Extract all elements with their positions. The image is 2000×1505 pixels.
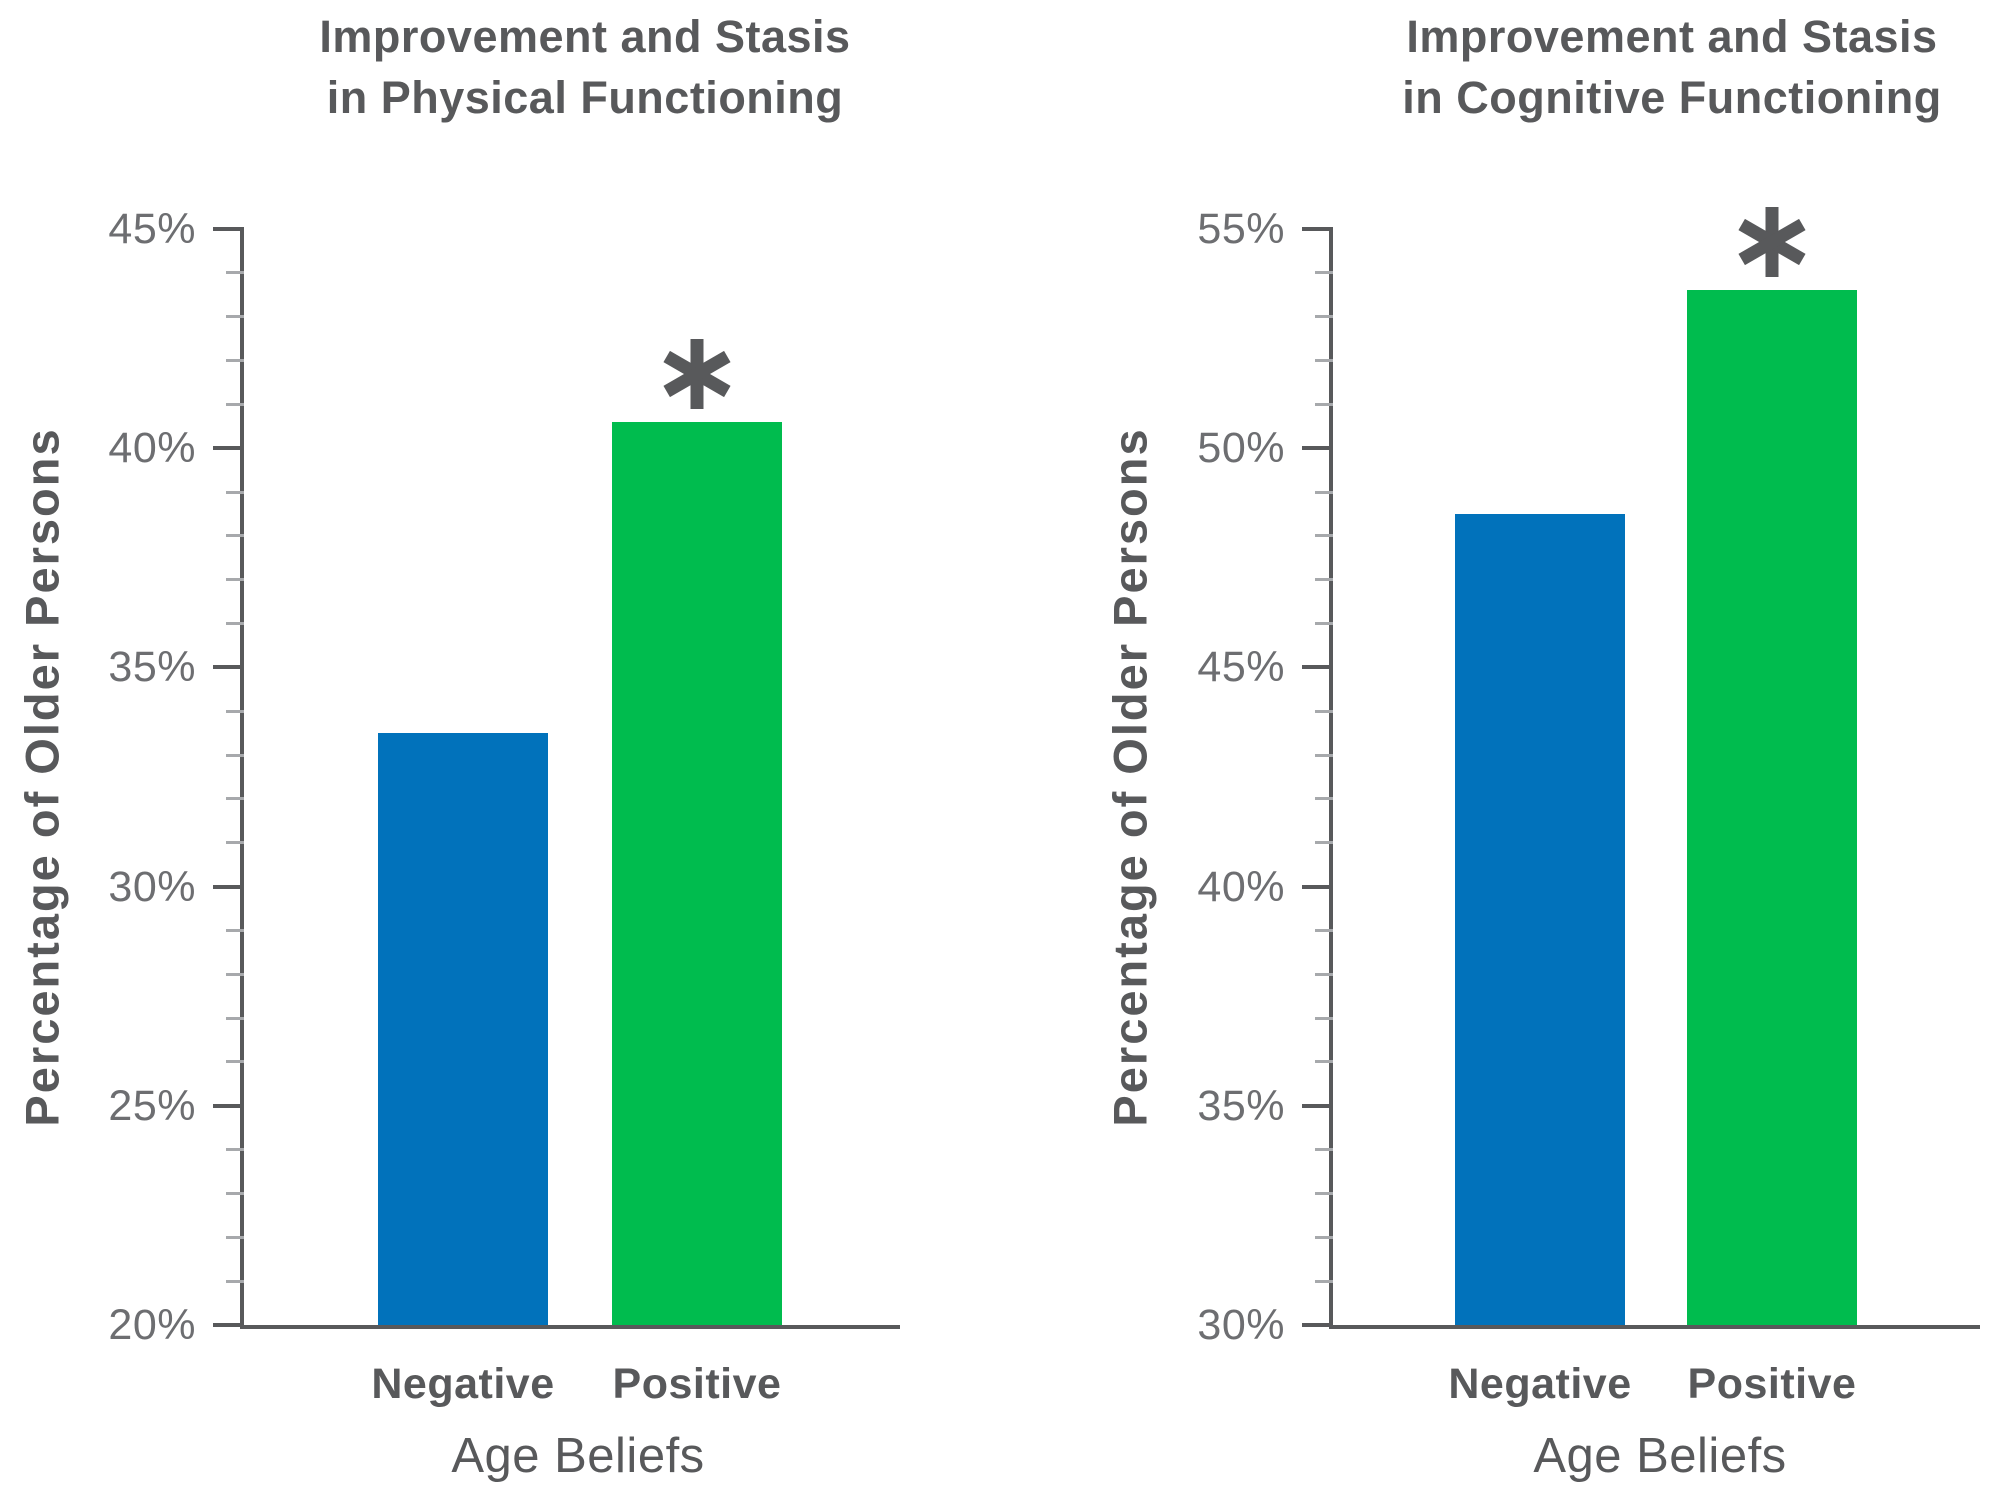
y-minor-tick [226, 534, 244, 538]
y-minor-tick [226, 622, 244, 626]
y-tick-label: 30% [108, 862, 196, 911]
y-major-tick [213, 1323, 244, 1327]
y-minor-tick [1315, 1235, 1333, 1239]
x-axis-title: Age Beliefs [451, 1429, 705, 1483]
y-minor-tick [1315, 1060, 1333, 1064]
asterisk-icon [1738, 207, 1806, 278]
y-axis-title: Percentage of Older Persons [1103, 427, 1157, 1127]
significance-asterisk [1732, 202, 1812, 282]
asterisk-icon [663, 338, 731, 409]
y-minor-tick [226, 1060, 244, 1064]
y-major-tick [213, 227, 244, 231]
y-major-tick [1302, 884, 1333, 889]
y-tick-label: 50% [1197, 424, 1285, 473]
y-minor-tick [226, 359, 244, 363]
y-major-tick [1302, 1103, 1333, 1108]
y-tick-label: 35% [1197, 1081, 1285, 1130]
y-major-tick [213, 665, 244, 670]
y-minor-tick [1315, 271, 1333, 275]
y-major-tick [1302, 227, 1333, 231]
y-tick-label: 55% [1197, 205, 1285, 253]
y-minor-tick [226, 315, 244, 319]
y-axis-line [1329, 227, 1333, 1329]
y-minor-tick [226, 402, 244, 406]
chart-title: Improvement and Stasis in Physical Functi… [319, 6, 850, 128]
y-tick-label: 45% [1197, 643, 1285, 692]
y-minor-tick [226, 797, 244, 801]
y-minor-tick [226, 928, 244, 932]
y-minor-tick [1315, 841, 1333, 845]
bar-positive [612, 421, 782, 1325]
y-minor-tick [226, 1279, 244, 1283]
y-minor-tick [1315, 534, 1333, 538]
y-major-tick [213, 884, 244, 889]
y-minor-tick [226, 1235, 244, 1239]
category-label-positive: Positive [612, 1360, 782, 1408]
y-minor-tick [226, 841, 244, 845]
y-minor-tick [226, 1148, 244, 1152]
y-major-tick [213, 1103, 244, 1108]
y-minor-tick [226, 753, 244, 757]
y-minor-tick [1315, 1016, 1333, 1020]
bar-negative [1455, 513, 1625, 1325]
y-tick-label: 25% [108, 1081, 196, 1130]
y-minor-tick [1315, 622, 1333, 626]
y-tick-label: 40% [1197, 862, 1285, 911]
y-minor-tick [226, 709, 244, 713]
y-minor-tick [1315, 1148, 1333, 1152]
y-minor-tick [226, 1191, 244, 1195]
y-tick-label: 35% [108, 643, 196, 692]
x-axis-line [240, 1325, 900, 1329]
y-minor-tick [1315, 402, 1333, 406]
y-minor-tick [1315, 315, 1333, 319]
chart-title-line-2: in Physical Functioning [326, 72, 844, 123]
chart-title: Improvement and Stasis in Cognitive Funct… [1402, 6, 1941, 128]
y-minor-tick [226, 578, 244, 582]
y-minor-tick [1315, 1279, 1333, 1283]
chart-title-line-1: Improvement and Stasis [1406, 11, 1938, 62]
y-tick-label: 40% [108, 424, 196, 473]
category-label-positive: Positive [1687, 1360, 1857, 1408]
y-minor-tick [1315, 490, 1333, 494]
chart-title-line-2: in Cognitive Functioning [1402, 72, 1942, 123]
significance-asterisk [657, 334, 737, 414]
y-major-tick [213, 446, 244, 451]
x-axis-line [1329, 1325, 1980, 1329]
category-label-negative: Negative [371, 1360, 555, 1408]
category-label-negative: Negative [1448, 1360, 1632, 1408]
y-tick-label: 45% [108, 205, 196, 253]
y-axis-title: Percentage of Older Persons [15, 427, 69, 1127]
bar-positive [1687, 290, 1857, 1325]
y-minor-tick [226, 1016, 244, 1020]
y-minor-tick [226, 490, 244, 494]
bar-negative [378, 733, 548, 1325]
x-axis-title: Age Beliefs [1533, 1429, 1787, 1483]
y-tick-label: 20% [108, 1301, 196, 1349]
y-major-tick [1302, 446, 1333, 451]
y-minor-tick [1315, 972, 1333, 976]
y-minor-tick [1315, 1191, 1333, 1195]
y-tick-label: 30% [1197, 1301, 1285, 1349]
y-minor-tick [1315, 753, 1333, 757]
y-major-tick [1302, 1323, 1333, 1327]
y-minor-tick [1315, 709, 1333, 713]
y-minor-tick [1315, 578, 1333, 582]
y-minor-tick [226, 972, 244, 976]
y-minor-tick [1315, 359, 1333, 363]
y-minor-tick [1315, 928, 1333, 932]
y-axis-line [240, 227, 244, 1329]
y-major-tick [1302, 665, 1333, 670]
y-minor-tick [1315, 797, 1333, 801]
y-minor-tick [226, 271, 244, 275]
chart-title-line-1: Improvement and Stasis [319, 11, 851, 62]
